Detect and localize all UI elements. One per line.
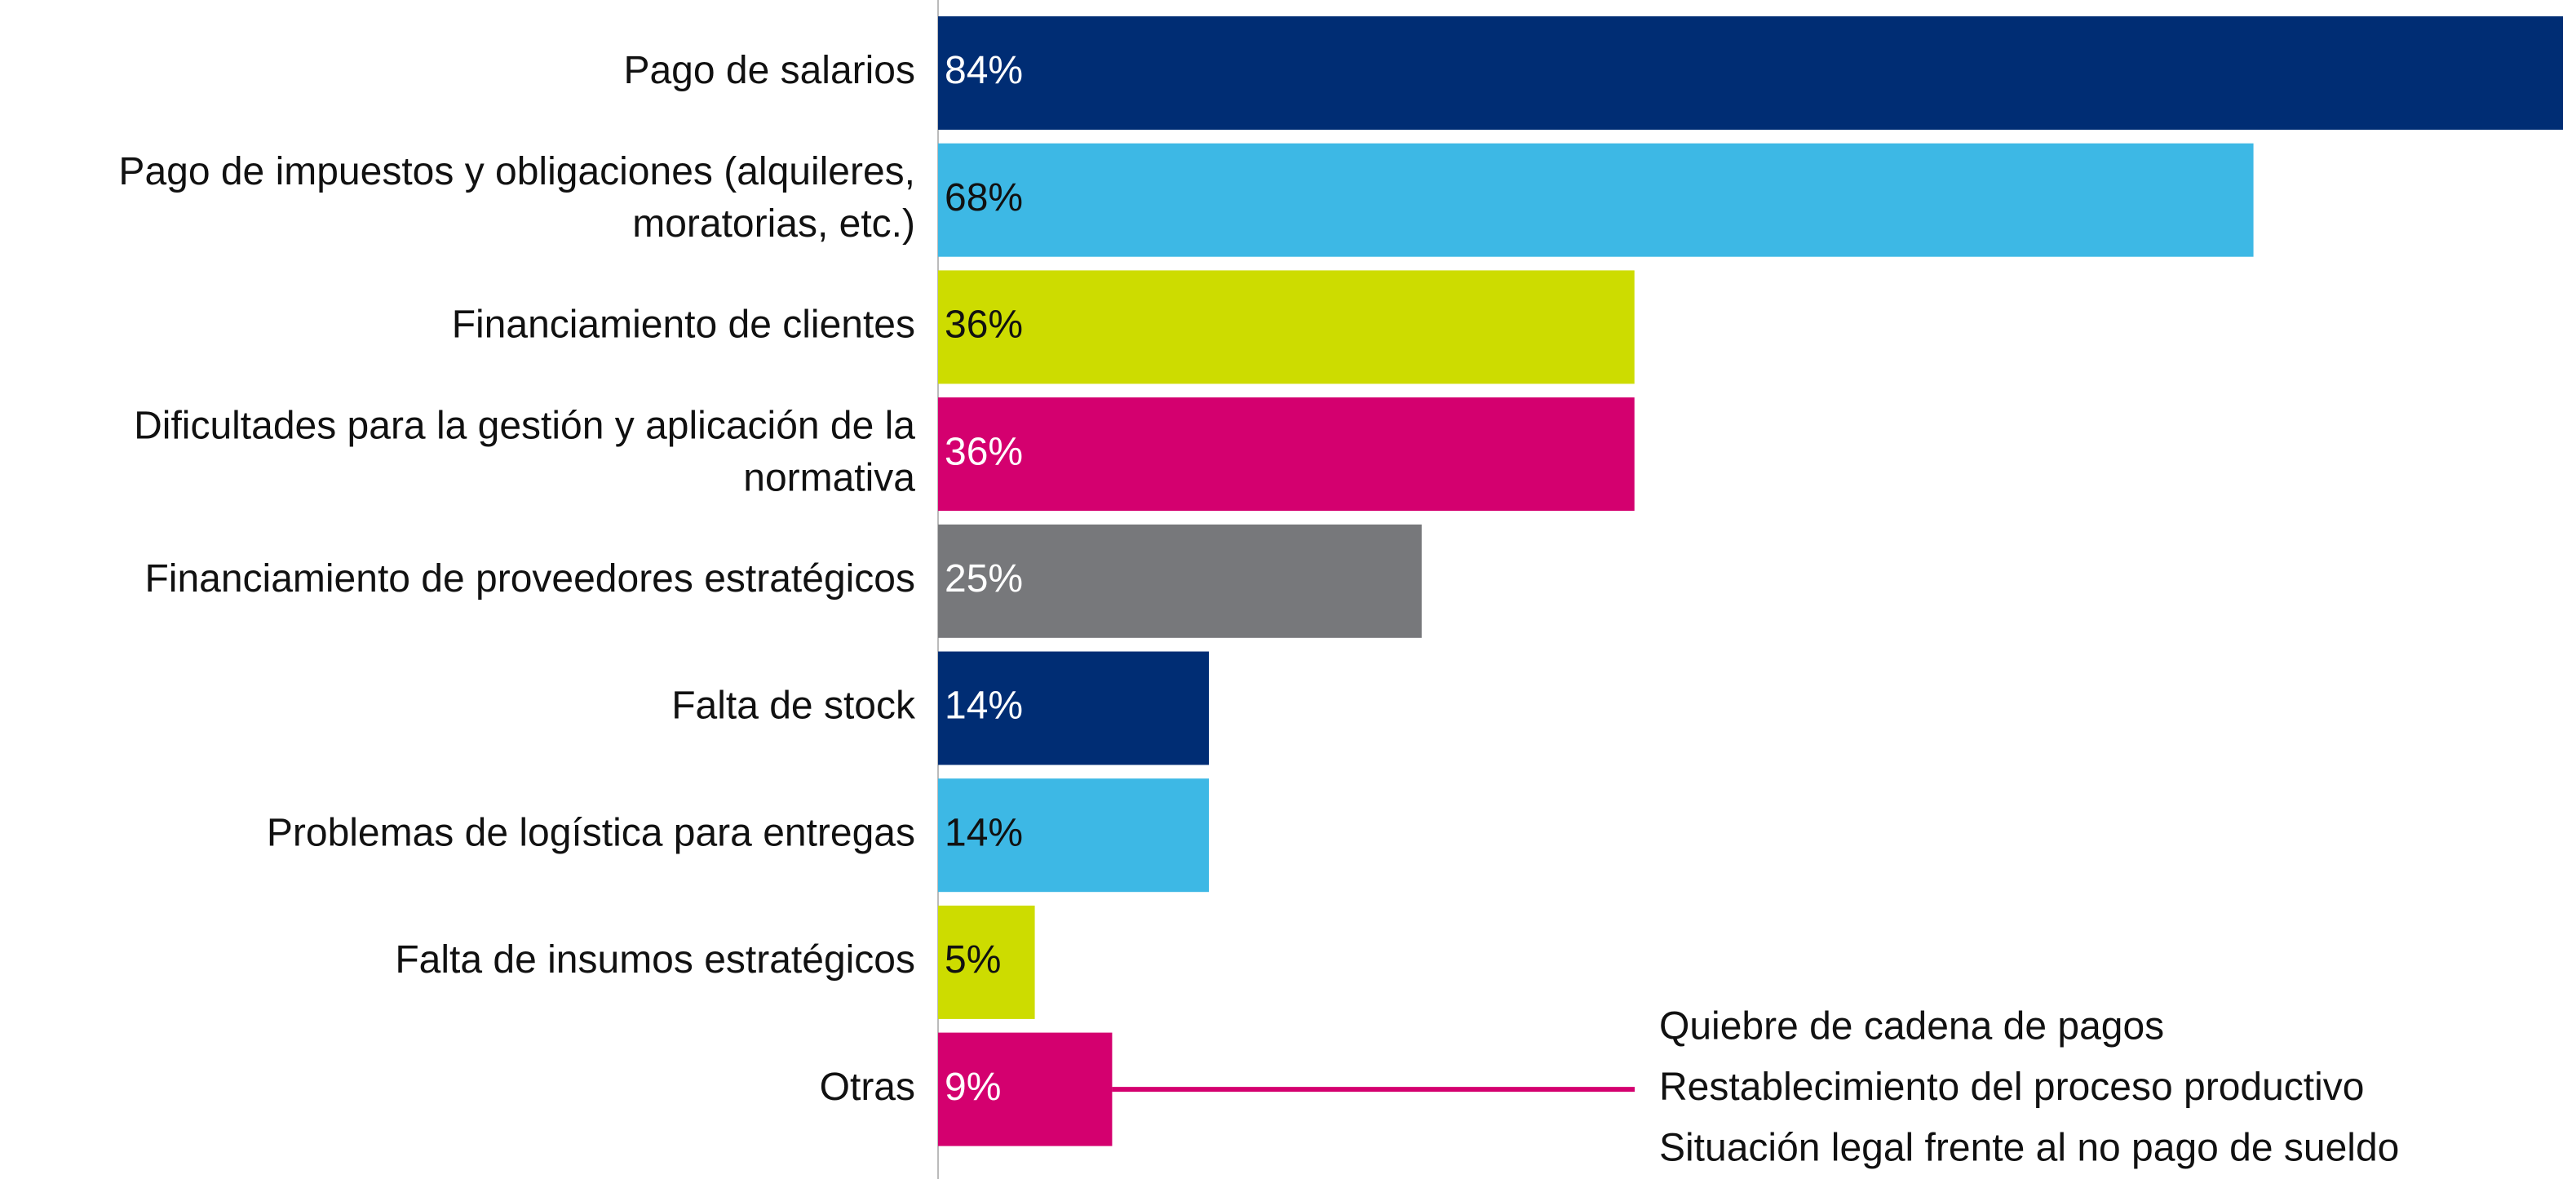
- annotation-text: Situación legal frente al no pago de sue…: [1659, 1126, 2399, 1169]
- category-label: Falta de insumos estratégicos: [395, 938, 915, 982]
- category-label: Financiamiento de proveedores estratégic…: [144, 557, 915, 601]
- category-label: Falta de stock: [671, 685, 916, 728]
- bar: [938, 397, 1635, 512]
- value-label: 14%: [945, 685, 1023, 728]
- value-label: 5%: [945, 938, 1001, 982]
- category-label: Pago de impuestos y obligaciones (alquil…: [118, 150, 915, 246]
- bar: [938, 905, 1035, 1019]
- bar: [938, 524, 1422, 638]
- value-label: 14%: [945, 811, 1023, 854]
- bar: [938, 778, 1209, 893]
- annotation-text: Quiebre de cadena de pagos: [1659, 1004, 2164, 1048]
- value-label: 25%: [945, 557, 1023, 601]
- value-label: 84%: [945, 49, 1023, 92]
- bar: [938, 143, 2254, 257]
- bar: [938, 270, 1635, 384]
- category-label: Pago de salarios: [623, 49, 915, 92]
- value-label: 36%: [945, 430, 1023, 473]
- bar: [938, 1032, 1113, 1146]
- category-label: Problemas de logística para entregas: [267, 811, 915, 854]
- value-label: 9%: [945, 1066, 1001, 1109]
- bar: [938, 651, 1209, 765]
- category-label: Dificultades para la gestión y aplicació…: [134, 404, 915, 499]
- annotation-text: Restablecimiento del proceso productivo: [1659, 1066, 2364, 1109]
- value-label: 36%: [945, 304, 1023, 347]
- category-label: Financiamiento de clientes: [452, 304, 915, 347]
- category-label: Otras: [820, 1066, 915, 1109]
- bar: [938, 16, 2563, 130]
- value-label: 68%: [945, 176, 1023, 219]
